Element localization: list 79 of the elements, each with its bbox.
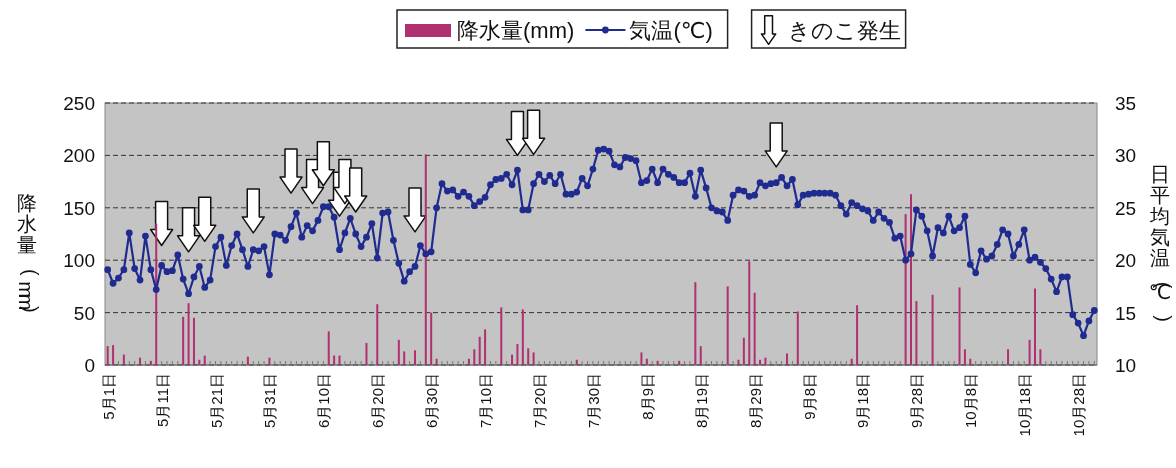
bar (1039, 349, 1042, 365)
x-tick-label: 8月19日 (692, 373, 710, 429)
bar (516, 344, 519, 365)
x-tick-label: 8月9日 (638, 373, 656, 420)
x-tick-label: 8月29日 (746, 373, 764, 429)
bar (931, 294, 934, 365)
y-tick-label: 0 (84, 355, 95, 376)
bar (246, 356, 249, 365)
x-tick-label: 7月20日 (531, 373, 548, 429)
bar (742, 337, 745, 365)
bar (430, 312, 433, 365)
bar (112, 345, 115, 365)
bar (484, 329, 487, 365)
x-tick-label: 5月1日 (99, 373, 117, 420)
bar (338, 355, 341, 365)
y2-tick-label: 10 (1115, 355, 1137, 376)
y2-tick-label: 15 (1115, 302, 1137, 324)
bar (521, 309, 524, 365)
bar (122, 354, 125, 365)
bar (796, 311, 799, 365)
bar (414, 350, 416, 365)
bar (748, 261, 751, 365)
y-tick-label: 50 (73, 302, 95, 324)
x-tick-label: 9月28日 (908, 373, 926, 429)
bar (786, 353, 788, 365)
bar (192, 317, 195, 365)
bar (694, 282, 697, 365)
bar (753, 292, 756, 365)
x-tick-label: 7月30日 (584, 373, 602, 429)
x-tick-label: 6月10日 (315, 373, 333, 429)
bar (424, 154, 427, 365)
bar (500, 307, 503, 365)
x-tick-label: 5月11日 (153, 373, 171, 427)
bar (958, 287, 961, 365)
bar (376, 304, 379, 365)
bar (327, 331, 330, 365)
bar (963, 349, 966, 365)
legend-label: 降水量(mm) (457, 18, 575, 43)
bar (904, 214, 907, 365)
bar (397, 339, 400, 365)
legend-label: 気温(℃) (629, 18, 713, 43)
x-tick-label: 7月10日 (477, 373, 495, 429)
bar (1028, 339, 1031, 365)
y-tick-label: 150 (63, 197, 95, 219)
bar (203, 355, 206, 365)
bar (403, 351, 406, 365)
bar (182, 316, 185, 365)
bar (1007, 349, 1010, 365)
x-tick-label: 9月18日 (854, 373, 872, 429)
y2-tick-label: 30 (1115, 145, 1137, 167)
bar (333, 355, 336, 365)
x-tick-label: 10月8日 (962, 373, 980, 429)
bar (478, 336, 481, 365)
bar (532, 352, 535, 365)
x-tick-label: 5月21日 (207, 373, 225, 429)
bar (699, 346, 702, 365)
y2-tick-label: 20 (1115, 250, 1137, 272)
bar (365, 342, 368, 365)
legend-label: きのこ発生 (787, 18, 901, 43)
x-tick-label: 10月28日 (1070, 373, 1088, 437)
bar (473, 349, 476, 365)
bar (527, 348, 530, 365)
bar (915, 301, 918, 365)
y2-tick-label: 25 (1115, 197, 1137, 219)
bar (856, 305, 859, 365)
bar (187, 303, 190, 365)
y-tick-label: 250 (63, 93, 95, 114)
x-tick-label: 6月30日 (423, 373, 441, 429)
x-tick-label: 9月8日 (800, 373, 818, 420)
bar (726, 286, 729, 365)
x-tick-label: 10月18日 (1016, 373, 1034, 437)
y-tick-label: 100 (63, 250, 95, 272)
x-tick-label: 6月20日 (369, 373, 387, 429)
y-tick-label: 200 (63, 145, 95, 167)
bar (106, 346, 109, 365)
x-tick-label: 5月31日 (261, 373, 279, 429)
bar (1034, 288, 1036, 365)
bar (640, 352, 643, 365)
y2-tick-label: 35 (1115, 93, 1137, 114)
